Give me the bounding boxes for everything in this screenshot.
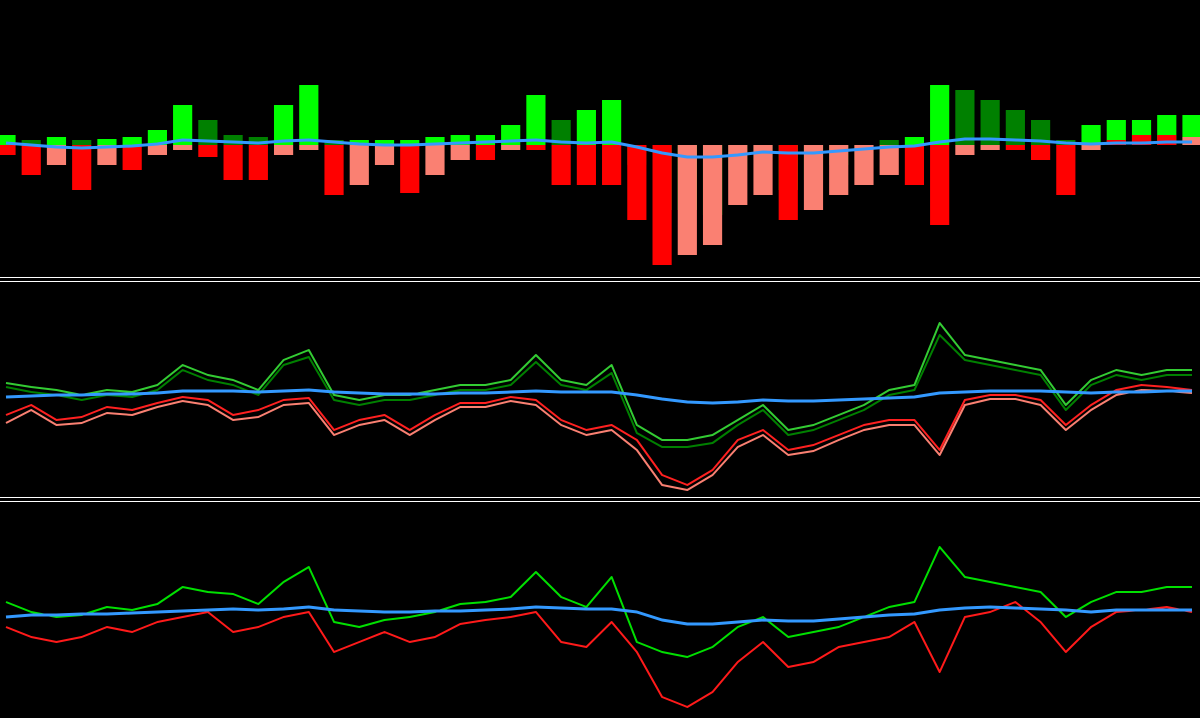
bar [728,145,748,205]
line [5,605,1192,626]
bar [97,145,117,165]
bar [1081,145,1101,150]
bar [576,110,596,145]
bar [829,145,849,195]
bar [1005,110,1025,145]
bar [147,145,167,155]
bar [173,105,193,145]
bar [652,145,672,265]
bar [551,120,571,145]
bar [0,135,16,145]
bar [627,145,647,220]
bar [904,145,925,185]
line [5,384,1193,486]
bar [526,95,546,145]
bar [602,145,622,185]
bar [1005,145,1025,150]
bar [930,145,950,225]
bar [46,137,67,145]
bar [955,90,975,145]
bar [97,139,117,145]
bar [72,145,92,190]
bar [602,100,622,145]
bar [72,140,92,145]
bar [21,145,41,175]
bar [223,135,243,145]
bar [854,145,874,185]
bar [450,145,470,160]
bar [122,145,142,170]
bar [248,145,268,180]
bar [374,140,395,145]
bar [198,120,218,145]
bar [879,145,899,175]
bar [778,145,798,220]
bar [576,145,596,185]
bar [702,145,723,245]
bar [400,145,420,193]
bar [273,145,294,155]
bar [46,145,67,165]
line [5,546,1192,658]
bar [400,140,420,145]
bar [21,140,41,145]
bar [324,145,344,195]
bar [1131,135,1152,145]
bar [803,145,824,210]
bar [753,145,773,195]
bar [299,145,319,150]
bar [1106,120,1126,145]
bar [930,85,950,145]
line [5,388,1192,405]
bar [551,145,571,185]
bar [1056,145,1076,195]
bar [299,85,319,145]
bar [1031,120,1051,145]
bar [980,100,1000,145]
bar [879,140,899,145]
bar [0,145,16,155]
bar [475,145,496,160]
line [5,137,1192,159]
line [5,334,1192,448]
bar [147,130,167,145]
bar [1081,125,1101,145]
bar [173,145,193,150]
bar [1157,135,1177,145]
bar [501,145,521,150]
bar [450,135,470,145]
bar [374,145,395,165]
bar [526,145,546,150]
line [5,389,1193,491]
bar [425,137,445,145]
bar [1031,145,1051,160]
bar [904,137,925,145]
bar [122,137,142,145]
bar [349,145,369,185]
bar [223,145,243,180]
bar [273,105,294,145]
bar [425,145,445,175]
bar [677,145,697,255]
bar [475,135,496,145]
line [5,601,1193,708]
bar [955,145,975,155]
line [5,322,1192,441]
bar [198,145,218,157]
bar [248,137,268,145]
bar [980,145,1000,150]
